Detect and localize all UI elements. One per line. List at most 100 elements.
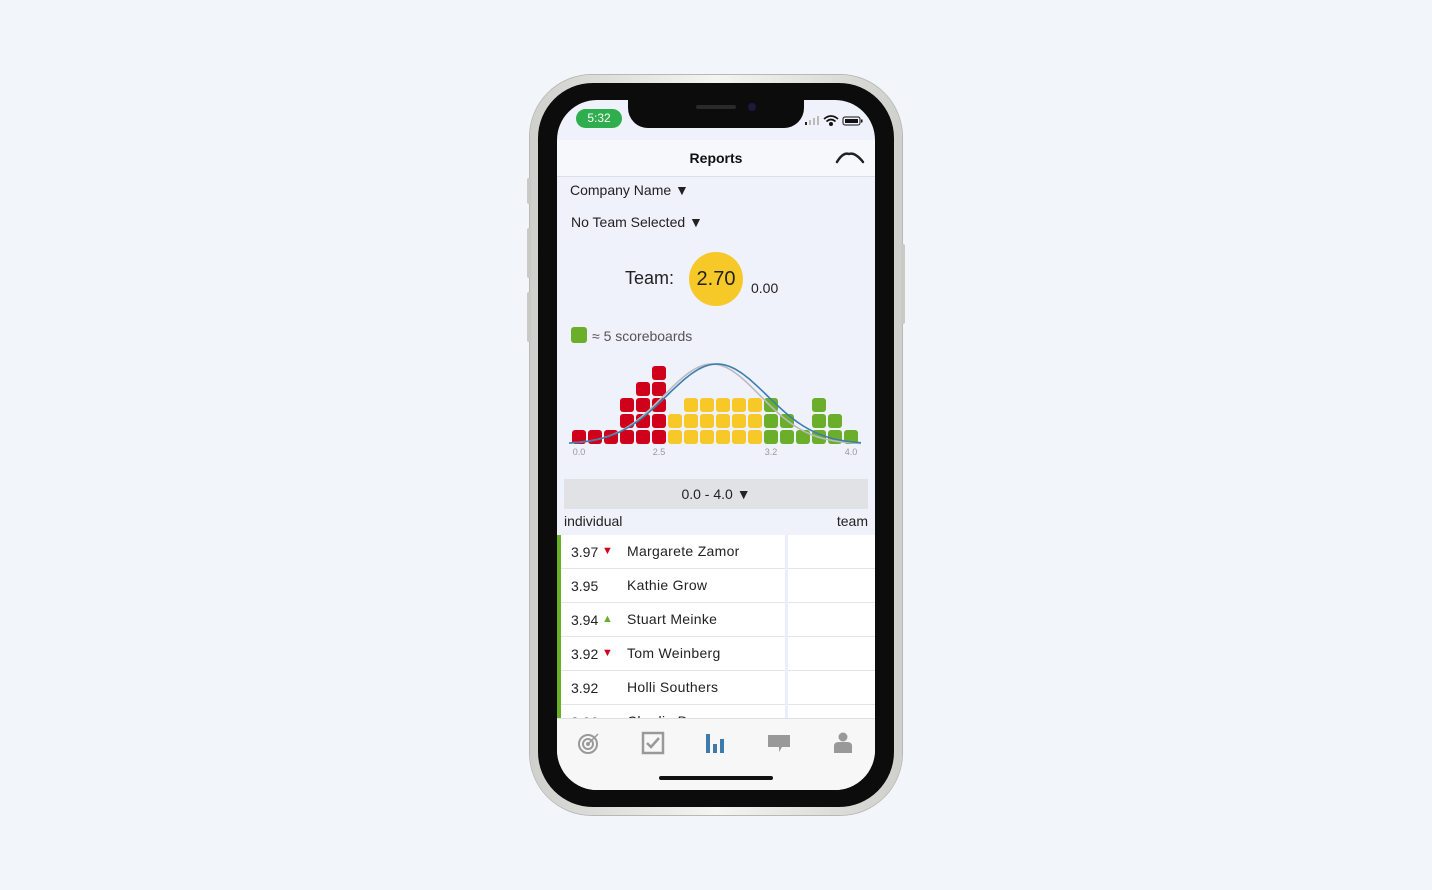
row-score: 3.94 bbox=[571, 612, 599, 628]
trend-down-icon: ▼ bbox=[602, 545, 613, 557]
row-score: 3.97 bbox=[571, 544, 599, 560]
target-icon[interactable] bbox=[577, 731, 601, 755]
list-item[interactable]: 3.94 ▲ Stuart Meinke bbox=[557, 603, 875, 637]
volume-down bbox=[527, 292, 531, 342]
chart-square-yellow bbox=[684, 398, 698, 412]
chart-square-green bbox=[812, 398, 826, 412]
team-dropdown[interactable]: No Team Selected ▼ bbox=[571, 214, 703, 230]
chart-square-red bbox=[636, 398, 650, 412]
screen: 5:32 Reports Company Name ▼ No Team Sele… bbox=[557, 100, 875, 790]
chart-square-yellow bbox=[684, 414, 698, 428]
legend-swatch bbox=[571, 327, 587, 343]
volume-up bbox=[527, 228, 531, 278]
row-name: Margarete Zamor bbox=[627, 543, 740, 559]
chart-square-red bbox=[636, 430, 650, 444]
score-color-bar bbox=[557, 535, 561, 569]
chart-square-red bbox=[652, 430, 666, 444]
chart-square-yellow bbox=[732, 414, 746, 428]
chart-square-yellow bbox=[716, 414, 730, 428]
chart-square-yellow bbox=[732, 430, 746, 444]
list-item[interactable]: 3.92 Holli Southers bbox=[557, 671, 875, 705]
nav-header: Reports bbox=[557, 140, 875, 177]
list-item[interactable]: 3.96 Charlie Dunn bbox=[557, 705, 875, 718]
chart-square-green bbox=[828, 414, 842, 428]
collapse-chevron-icon[interactable] bbox=[835, 150, 865, 166]
battery-icon bbox=[842, 116, 863, 126]
chart-square-red bbox=[620, 398, 634, 412]
company-dropdown[interactable]: Company Name ▼ bbox=[570, 182, 689, 198]
trend-up-icon: ▲ bbox=[602, 613, 613, 625]
wifi-icon bbox=[823, 115, 839, 126]
row-score: 3.96 bbox=[571, 714, 598, 718]
page-title: Reports bbox=[689, 150, 743, 166]
row-score: 3.95 bbox=[571, 578, 599, 594]
x-tick-label: 2.5 bbox=[652, 447, 666, 457]
chart-square-yellow bbox=[684, 430, 698, 444]
chart-square-green bbox=[764, 414, 778, 428]
chart-square-green bbox=[764, 430, 778, 444]
chart-square-yellow bbox=[748, 414, 762, 428]
column-team: team bbox=[836, 513, 868, 529]
list-item[interactable]: 3.92 ▼ Tom Weinberg bbox=[557, 637, 875, 671]
chart-square-yellow bbox=[700, 398, 714, 412]
chat-icon[interactable] bbox=[767, 731, 791, 755]
score-color-bar bbox=[557, 603, 561, 637]
team-score-badge: 2.70 bbox=[689, 252, 743, 306]
chart-square-yellow bbox=[716, 398, 730, 412]
x-tick-label: 4.0 bbox=[844, 447, 858, 457]
distribution-curves bbox=[568, 363, 862, 445]
x-tick-label: 3.2 bbox=[764, 447, 778, 457]
chart-square-yellow bbox=[668, 430, 682, 444]
range-dropdown[interactable]: 0.0 - 4.0 ▼ bbox=[564, 479, 868, 509]
chart-square-red bbox=[652, 366, 666, 380]
score-color-bar bbox=[557, 637, 561, 671]
power-button bbox=[901, 244, 905, 324]
chart-square-green bbox=[812, 414, 826, 428]
status-time: 5:32 bbox=[576, 109, 622, 128]
legend-text: ≈ 5 scoreboards bbox=[592, 328, 693, 344]
home-indicator[interactable] bbox=[659, 776, 773, 780]
bar-chart-icon[interactable] bbox=[703, 731, 727, 755]
chart-square-red bbox=[572, 430, 586, 444]
distribution-curve bbox=[568, 363, 862, 444]
front-camera bbox=[748, 103, 756, 111]
column-individual: individual bbox=[564, 513, 623, 529]
distribution-chart: 0.0 2.5 3.2 4.0 bbox=[557, 100, 875, 470]
chart-square-green bbox=[796, 430, 810, 444]
row-name: Charlie Dunn bbox=[627, 713, 712, 718]
chart-square-green bbox=[780, 430, 794, 444]
chart-square-yellow bbox=[668, 414, 682, 428]
tab-bar bbox=[557, 718, 875, 790]
trend-down-icon: ▼ bbox=[602, 647, 613, 659]
list-item[interactable]: 3.97 ▼ Margarete Zamor bbox=[557, 535, 875, 569]
row-name: Kathie Grow bbox=[627, 577, 708, 593]
secondary-score: 0.00 bbox=[751, 280, 779, 296]
score-color-bar bbox=[557, 705, 561, 718]
row-name: Holli Southers bbox=[627, 679, 719, 695]
status-icons bbox=[805, 115, 863, 126]
ranking-list: 3.97 ▼ Margarete Zamor 3.95 Kathie Grow 3.94 ▲… bbox=[557, 535, 875, 718]
chart-square-yellow bbox=[700, 414, 714, 428]
chart-square-red bbox=[652, 398, 666, 412]
notch bbox=[628, 100, 804, 128]
comparison-curve bbox=[568, 363, 862, 445]
chart-square-yellow bbox=[732, 398, 746, 412]
row-score: 3.92 bbox=[571, 680, 599, 696]
chart-square-red bbox=[652, 382, 666, 396]
chart-square-green bbox=[764, 398, 778, 412]
score-color-bar bbox=[557, 671, 561, 705]
team-label: Team: bbox=[625, 268, 675, 288]
chart-square-red bbox=[652, 414, 666, 428]
signal-icon bbox=[805, 116, 819, 125]
row-name: Stuart Meinke bbox=[627, 611, 718, 627]
column-divider bbox=[785, 535, 788, 718]
chart-square-red bbox=[620, 430, 634, 444]
chart-square-yellow bbox=[748, 398, 762, 412]
chart-square-yellow bbox=[700, 430, 714, 444]
list-item[interactable]: 3.95 Kathie Grow bbox=[557, 569, 875, 603]
person-icon[interactable] bbox=[831, 731, 855, 755]
score-color-bar bbox=[557, 569, 561, 603]
checkbox-icon[interactable] bbox=[641, 731, 665, 755]
x-tick-label: 0.0 bbox=[572, 447, 586, 457]
chart-square-red bbox=[636, 382, 650, 396]
